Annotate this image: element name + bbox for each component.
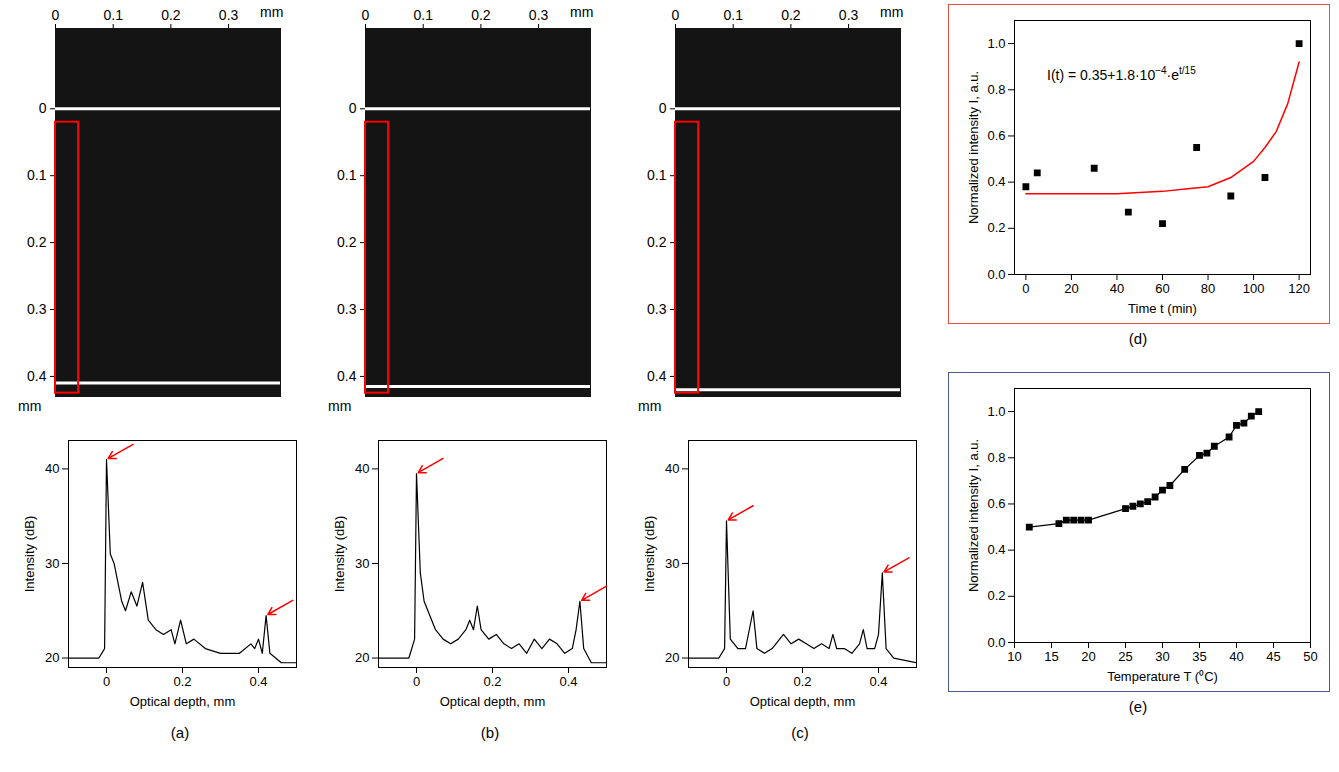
html-text:mm: mm <box>328 398 352 414</box>
svg-text:0.3: 0.3 <box>647 301 667 317</box>
svg-text:Normalized intensity I, a.u.: Normalized intensity I, a.u. <box>966 71 981 224</box>
svg-text:120: 120 <box>1288 281 1310 296</box>
svg-text:0: 0 <box>659 100 667 116</box>
svg-text:0: 0 <box>349 100 357 116</box>
html-text:I(t) = 0.35+1.8·10−4·et/15: I(t) = 0.35+1.8·10−4·et/15 <box>1047 65 1196 83</box>
svg-text:30: 30 <box>1155 649 1169 664</box>
svg-text:30: 30 <box>45 556 59 571</box>
svg-text:0.2: 0.2 <box>337 234 357 250</box>
svg-text:0.4: 0.4 <box>249 674 267 689</box>
svg-text:100: 100 <box>1243 281 1265 296</box>
svg-text:40: 40 <box>665 461 679 476</box>
svg-text:0.2: 0.2 <box>793 674 811 689</box>
svg-text:0.6: 0.6 <box>987 128 1005 143</box>
svg-text:15: 15 <box>1044 649 1058 664</box>
svg-text:0.2: 0.2 <box>471 7 491 23</box>
svg-text:0.2: 0.2 <box>483 674 501 689</box>
svg-text:20: 20 <box>1081 649 1095 664</box>
svg-text:0.1: 0.1 <box>413 7 433 23</box>
svg-text:0.4: 0.4 <box>27 368 47 384</box>
html-text:mm: mm <box>638 398 662 414</box>
html-text:mm: mm <box>18 398 42 414</box>
svg-text:0.3: 0.3 <box>27 301 47 317</box>
svg-text:0.2: 0.2 <box>161 7 181 23</box>
svg-text:0.3: 0.3 <box>337 301 357 317</box>
svg-text:0.2: 0.2 <box>173 674 191 689</box>
svg-text:35: 35 <box>1192 649 1206 664</box>
svg-text:0: 0 <box>52 7 60 23</box>
svg-text:0.4: 0.4 <box>869 674 887 689</box>
svg-text:1.0: 1.0 <box>987 36 1005 51</box>
svg-text:0.4: 0.4 <box>987 542 1005 557</box>
svg-text:0: 0 <box>413 674 420 689</box>
svg-text:0.0: 0.0 <box>987 267 1005 282</box>
svg-text:0.2: 0.2 <box>781 7 801 23</box>
svg-text:25: 25 <box>1118 649 1132 664</box>
svg-text:0.3: 0.3 <box>529 7 549 23</box>
svg-text:0.4: 0.4 <box>647 368 667 384</box>
svg-text:80: 80 <box>1201 281 1215 296</box>
html-text:mm: mm <box>880 4 904 20</box>
svg-text:Intensity (dB): Intensity (dB) <box>332 516 347 593</box>
svg-text:0.4: 0.4 <box>559 674 577 689</box>
svg-text:20: 20 <box>45 650 59 665</box>
html-text:mm: mm <box>570 4 594 20</box>
svg-text:0.2: 0.2 <box>647 234 667 250</box>
html-text:(d): (d) <box>1128 330 1148 347</box>
svg-text:0.3: 0.3 <box>839 7 859 23</box>
svg-text:0.1: 0.1 <box>337 167 357 183</box>
svg-text:30: 30 <box>665 556 679 571</box>
svg-text:0: 0 <box>1022 281 1029 296</box>
svg-text:0.4: 0.4 <box>987 174 1005 189</box>
svg-text:0: 0 <box>672 7 680 23</box>
svg-text:0: 0 <box>362 7 370 23</box>
svg-text:0.2: 0.2 <box>987 588 1005 603</box>
svg-text:Time t (min): Time t (min) <box>1128 301 1197 316</box>
svg-text:Optical depth, mm: Optical depth, mm <box>750 694 856 709</box>
svg-text:40: 40 <box>355 461 369 476</box>
svg-text:0.1: 0.1 <box>723 7 743 23</box>
html-text:(e): (e) <box>1128 698 1148 715</box>
svg-text:1.0: 1.0 <box>987 404 1005 419</box>
svg-text:20: 20 <box>665 650 679 665</box>
svg-text:Optical depth, mm: Optical depth, mm <box>130 694 236 709</box>
svg-text:40: 40 <box>45 461 59 476</box>
svg-text:Optical depth, mm: Optical depth, mm <box>440 694 546 709</box>
svg-text:40: 40 <box>1229 649 1243 664</box>
svg-text:60: 60 <box>1155 281 1169 296</box>
svg-text:0.6: 0.6 <box>987 496 1005 511</box>
svg-text:0: 0 <box>103 674 110 689</box>
html-text:(c): (c) <box>791 724 809 741</box>
svg-text:0.8: 0.8 <box>987 450 1005 465</box>
svg-text:0.2: 0.2 <box>27 234 47 250</box>
svg-text:50: 50 <box>1303 649 1317 664</box>
html-text:mm: mm <box>260 4 284 20</box>
svg-text:10: 10 <box>1007 649 1021 664</box>
svg-text:45: 45 <box>1266 649 1280 664</box>
svg-text:30: 30 <box>355 556 369 571</box>
html-text:(b): (b) <box>480 724 500 741</box>
svg-text:20: 20 <box>355 650 369 665</box>
svg-text:Intensity (dB): Intensity (dB) <box>22 516 37 593</box>
svg-text:0.1: 0.1 <box>103 7 123 23</box>
svg-text:40: 40 <box>1110 281 1124 296</box>
svg-text:0.1: 0.1 <box>647 167 667 183</box>
svg-text:0.4: 0.4 <box>337 368 357 384</box>
svg-text:0.1: 0.1 <box>27 167 47 183</box>
svg-text:0: 0 <box>723 674 730 689</box>
svg-text:20: 20 <box>1064 281 1078 296</box>
svg-text:0.3: 0.3 <box>219 7 239 23</box>
svg-text:0.2: 0.2 <box>987 220 1005 235</box>
svg-text:Temperature T (⁰C): Temperature T (⁰C) <box>1107 669 1218 684</box>
svg-text:0: 0 <box>39 100 47 116</box>
svg-text:0.0: 0.0 <box>987 635 1005 650</box>
svg-text:Intensity (dB): Intensity (dB) <box>642 516 657 593</box>
svg-text:0.8: 0.8 <box>987 82 1005 97</box>
svg-text:Normalized intensity I, a.u.: Normalized intensity I, a.u. <box>966 439 981 592</box>
html-text:(a): (a) <box>170 724 190 741</box>
